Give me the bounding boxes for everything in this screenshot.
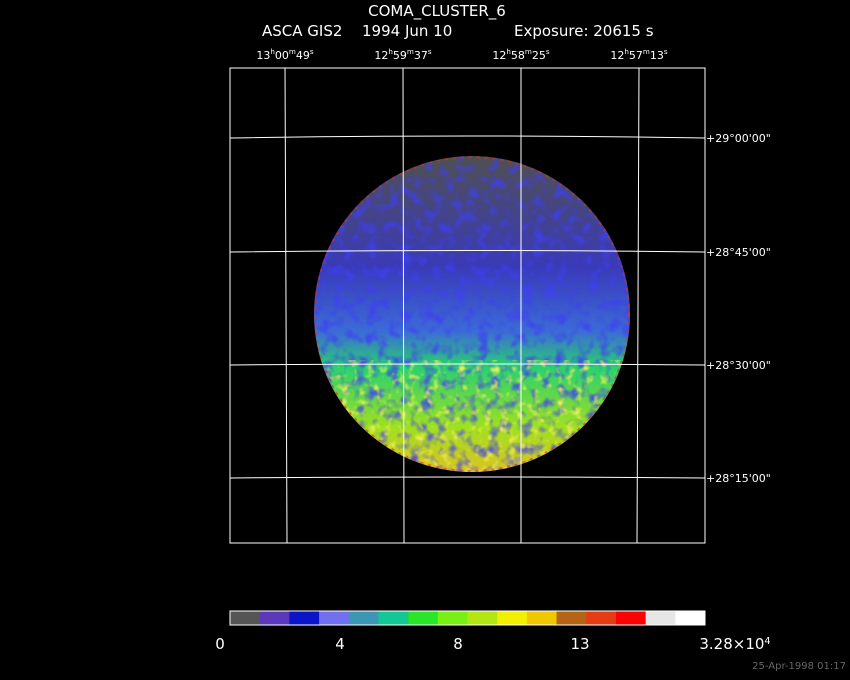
superscript: s — [664, 47, 668, 56]
label-part: 8 — [453, 635, 463, 653]
colorbar: 0 4 8 13 3.28×104 — [215, 610, 771, 653]
superscript: s — [546, 47, 550, 56]
colorbar-swatch — [467, 611, 498, 625]
dec-label: +29°00'00" — [706, 132, 771, 145]
timestamp: 25-Apr-1998 01:17 — [752, 661, 846, 672]
colorbar-swatch — [408, 611, 439, 625]
label-part: 00 — [275, 49, 289, 62]
superscript: s — [310, 47, 314, 56]
colorbar-swatch — [615, 611, 646, 625]
colorbar-swatch — [289, 611, 320, 625]
label-part: 49 — [296, 49, 310, 62]
colorbar-frame — [229, 610, 706, 626]
superscript: m — [643, 47, 650, 56]
colorbar-swatch — [259, 611, 290, 625]
instrument: ASCA GIS2 — [262, 22, 342, 40]
coordinate-grid — [229, 67, 706, 544]
xray-image — [314, 156, 630, 472]
superscript: m — [289, 47, 296, 56]
dec-label: +28°45'00" — [706, 246, 771, 259]
dec-label: +28°30'00" — [706, 359, 771, 372]
superscript: s — [428, 47, 432, 56]
label-part: 4 — [335, 635, 345, 653]
label: 12h57m13s — [610, 47, 668, 62]
label-part: 57 — [629, 49, 643, 62]
label: 12h59m37s — [374, 47, 432, 62]
colorbar-swatch — [230, 611, 260, 625]
label-part: 13 — [256, 49, 270, 62]
label-part: 12 — [374, 49, 388, 62]
title: COMA_CLUSTER_6 — [368, 2, 506, 21]
label-part: 13 — [570, 635, 589, 653]
label-part: 59 — [393, 49, 407, 62]
colorbar-swatch — [348, 611, 379, 625]
colorbar-swatch — [497, 611, 528, 625]
label: 3.28×104 — [699, 635, 770, 653]
colorbar-swatch — [586, 611, 617, 625]
ra-axis-labels: 13h00m49s 12h59m37s 12h58m25s 12h57m13s — [256, 47, 668, 62]
label-part: 12 — [610, 49, 624, 62]
colorbar-swatch — [319, 611, 350, 625]
label: 12h58m25s — [492, 47, 550, 62]
label-part: 37 — [414, 49, 428, 62]
superscript: h — [388, 47, 393, 56]
label-part: 12 — [492, 49, 506, 62]
superscript: 4 — [764, 636, 770, 647]
colorbar-swatch — [675, 611, 706, 625]
colorbar-swatch — [556, 611, 587, 625]
label-part: 58 — [511, 49, 525, 62]
exposure: Exposure: 20615 s — [514, 22, 654, 40]
label-part: 25 — [532, 49, 546, 62]
superscript: m — [407, 47, 414, 56]
label: 13h00m49s — [256, 47, 314, 62]
label-part: 13 — [650, 49, 664, 62]
superscript: h — [506, 47, 511, 56]
label: 0 — [215, 635, 225, 653]
dec-axis-labels: +29°00'00" +28°45'00" +28°30'00" +28°15'00" — [706, 132, 771, 485]
label: 8 — [453, 635, 463, 653]
label-part: 0 — [215, 635, 225, 653]
label-part: 3.28×10 — [699, 635, 764, 653]
superscript: m — [525, 47, 532, 56]
colorbar-swatch — [437, 611, 468, 625]
superscript: h — [270, 47, 275, 56]
superscript: h — [624, 47, 629, 56]
colorbar-swatch — [526, 611, 557, 625]
colorbar-swatch — [645, 611, 676, 625]
label: 4 — [335, 635, 345, 653]
obs-date: 1994 Jun 10 — [362, 22, 452, 40]
dec-label: +28°15'00" — [706, 472, 771, 485]
label: 13 — [570, 635, 589, 653]
colorbar-swatch — [378, 611, 409, 625]
